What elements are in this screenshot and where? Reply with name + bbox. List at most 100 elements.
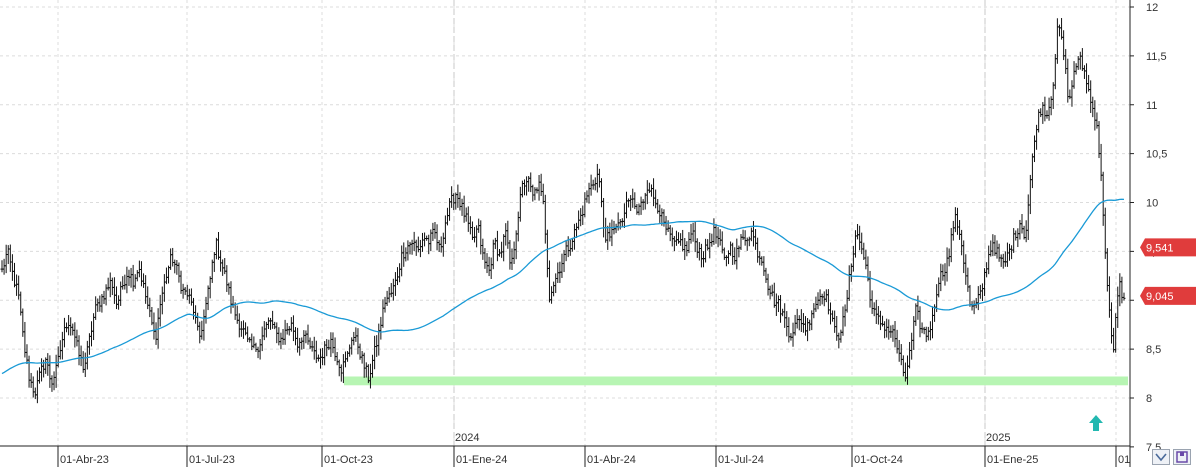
- ohlc-bar: [614, 223, 618, 234]
- ohlc-bar: [1043, 96, 1047, 122]
- ohlc-bar: [602, 198, 606, 238]
- y-tick-label: 10,5: [1146, 149, 1167, 161]
- ohlc-bar: [33, 387, 37, 400]
- ohlc-bar: [410, 239, 414, 255]
- ohlc-bar: [691, 222, 695, 242]
- ohlc-bar: [672, 236, 676, 252]
- ohlc-bar: [537, 175, 541, 201]
- y-tick-label: 11,5: [1146, 51, 1167, 63]
- ohlc-bar: [73, 322, 77, 348]
- ohlc-bar: [1014, 230, 1018, 241]
- ohlc-bar: [570, 237, 574, 252]
- ohlc-bar: [943, 263, 947, 286]
- ohlc-bar: [606, 225, 610, 250]
- ohlc-bar: [495, 230, 499, 262]
- ohlc-bar: [348, 344, 352, 357]
- ohlc-bar: [937, 277, 941, 298]
- ohlc-bar: [627, 198, 631, 208]
- ohlc-bar: [235, 305, 239, 324]
- ohlc-bar: [269, 317, 273, 330]
- ohlc-bar: [119, 281, 123, 306]
- ohlc-bar: [260, 326, 264, 352]
- ohlc-bar: [878, 310, 882, 331]
- ohlc-bar: [402, 242, 406, 267]
- ohlc-bar: [306, 324, 310, 345]
- y-tick-label: 8,5: [1146, 344, 1161, 356]
- ohlc-bar: [930, 306, 934, 339]
- ohlc-bar: [908, 341, 912, 369]
- ohlc-bar: [500, 241, 504, 258]
- ohlc-bar: [845, 289, 849, 313]
- ohlc-bar: [514, 230, 518, 260]
- price-tag-label: 9,045: [1146, 291, 1174, 303]
- ohlc-bar: [774, 293, 778, 316]
- ohlc-bar: [504, 223, 508, 246]
- ohlc-bar: [362, 352, 366, 378]
- up-arrow-icon[interactable]: [1089, 415, 1103, 431]
- ohlc-bar: [695, 238, 699, 258]
- y-tick-label: 11: [1146, 100, 1157, 112]
- ohlc-bar: [749, 227, 753, 242]
- ohlc-bar: [1074, 63, 1078, 75]
- ohlc-bar: [15, 274, 19, 296]
- ohlc-bar: [164, 267, 168, 285]
- y-tick-label: 8: [1146, 393, 1152, 405]
- ohlc-bar: [976, 286, 980, 311]
- ohlc-bar: [167, 265, 171, 284]
- save-icon[interactable]: [1173, 449, 1191, 465]
- ohlc-bar: [314, 340, 318, 364]
- ohlc-bar: [102, 290, 106, 304]
- ohlc-bar: [962, 240, 966, 274]
- ohlc-bar: [995, 240, 999, 259]
- ohlc-bar: [271, 310, 275, 329]
- ohlc-bar: [31, 376, 35, 398]
- ohlc-bar: [139, 261, 143, 287]
- ohlc-bar: [797, 315, 801, 331]
- ohlc-bar: [1057, 24, 1061, 37]
- ohlc-bar: [531, 184, 535, 202]
- ohlc-bar: [1068, 89, 1072, 100]
- ohlc-bar: [189, 288, 193, 306]
- ohlc-bar: [192, 297, 196, 320]
- ohlc-bar: [423, 232, 427, 247]
- ohlc-bar: [1097, 121, 1101, 159]
- ohlc-bar: [928, 321, 932, 341]
- ohlc-bar: [256, 346, 260, 359]
- ohlc-bar: [853, 230, 857, 258]
- x-tick-label: 01: [1118, 454, 1130, 466]
- ohlc-bar: [618, 219, 622, 230]
- ohlc-bar: [150, 306, 154, 326]
- ohlc-bar: [635, 203, 639, 215]
- ohlc-bar: [587, 182, 591, 204]
- ohlc-bar: [516, 211, 520, 242]
- ohlc-bar: [793, 314, 797, 336]
- moving-average-line: [1, 198, 1125, 375]
- ohlc-bar: [901, 355, 905, 377]
- ohlc-bar: [1066, 58, 1070, 103]
- ohlc-bar: [1010, 245, 1014, 260]
- ohlc-bar: [964, 254, 968, 285]
- ohlc-bar: [194, 305, 198, 324]
- ohlc-bar: [37, 367, 41, 384]
- ohlc-bar: [252, 336, 256, 349]
- ohlc-bar: [980, 283, 984, 301]
- ohlc-bar: [985, 262, 989, 278]
- ohlc-bar: [989, 240, 993, 257]
- ohlc-bar: [48, 355, 52, 388]
- ohlc-bar: [171, 247, 175, 267]
- ohlc-bar: [25, 344, 29, 365]
- ohlc-bar: [754, 228, 758, 250]
- ohlc-bar: [620, 218, 624, 227]
- chevron-down-icon[interactable]: [1152, 449, 1170, 465]
- ohlc-bar: [770, 284, 774, 297]
- ohlc-bar: [398, 263, 402, 283]
- ohlc-bar: [772, 282, 776, 308]
- ohlc-bar: [479, 220, 483, 255]
- ohlc-bar: [114, 286, 118, 310]
- ohlc-bar: [1060, 18, 1064, 40]
- ohlc-bar: [920, 322, 924, 334]
- ohlc-bar: [106, 277, 110, 291]
- ohlc-bar: [1039, 108, 1043, 118]
- ohlc-bar: [433, 222, 437, 239]
- ohlc-bar: [779, 295, 783, 323]
